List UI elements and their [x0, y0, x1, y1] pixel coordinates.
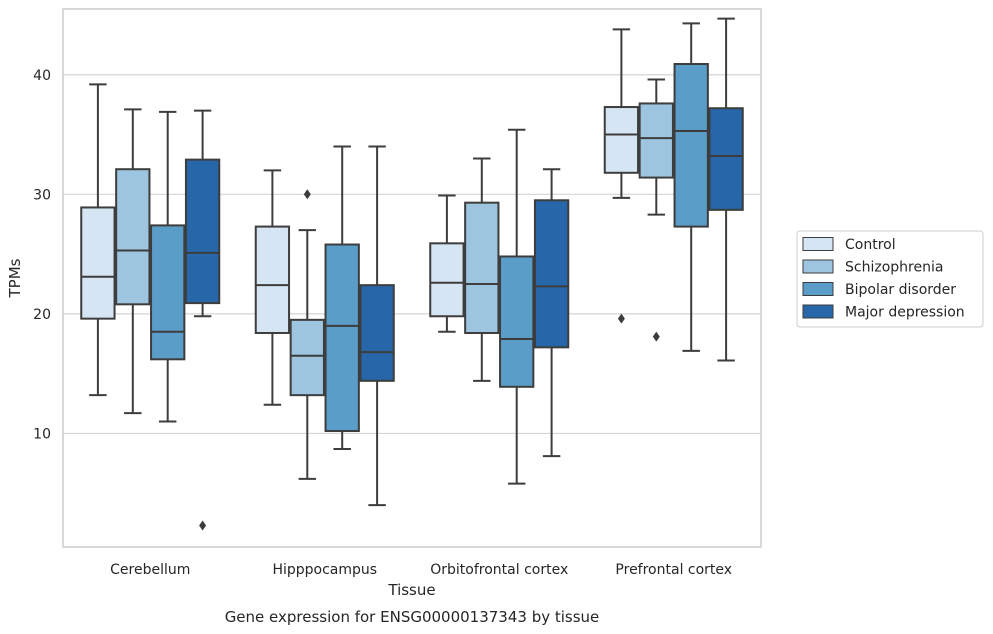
- legend-entry: Control: [845, 237, 896, 253]
- legend-frame: [796, 230, 984, 328]
- plot-frame: [62, 8, 762, 548]
- y-tick-label: 10: [33, 426, 51, 442]
- box-0-2: [429, 194, 465, 333]
- y-tick-label: 20: [33, 307, 51, 323]
- box-3-2: [533, 168, 570, 458]
- box-iqr: [150, 224, 186, 361]
- box-1-2: [464, 157, 500, 382]
- x-tick-label: Hipppocampus: [272, 562, 377, 578]
- x-tick-label: Cerebellum: [110, 562, 190, 578]
- x-tick-label: Prefrontal cortex: [615, 562, 732, 578]
- box-iqr: [359, 284, 395, 382]
- box-1-0: [115, 108, 151, 415]
- legend-entry: Schizophrenia: [845, 260, 943, 276]
- box-series: [80, 17, 744, 531]
- legend-swatch: [802, 237, 834, 251]
- outlier-point: [617, 313, 625, 324]
- box-iqr: [673, 62, 709, 228]
- x-tick-labels: Cerebellum Hipppocampus Orbitofrontal cort…: [110, 562, 732, 578]
- box-iqr: [499, 255, 535, 388]
- legend-entry: Bipolar disorder: [845, 282, 956, 298]
- box-iqr: [184, 158, 221, 305]
- box-iqr: [533, 199, 570, 349]
- box-3-3: [708, 17, 744, 362]
- box-iqr: [115, 168, 151, 306]
- box-iqr: [464, 201, 500, 334]
- y-tick-label: 40: [33, 68, 51, 84]
- box-iqr: [603, 106, 640, 174]
- legend-swatch: [802, 282, 834, 296]
- y-axis-label: TPMs: [6, 258, 24, 298]
- box-0-3: [603, 28, 640, 324]
- y-tick-labels: 10 20 30 40: [33, 68, 51, 443]
- box-2-3: [673, 22, 709, 352]
- legend-swatch: [802, 304, 834, 319]
- box-iqr: [289, 318, 325, 397]
- box-iqr: [80, 206, 116, 320]
- box-iqr: [429, 242, 465, 318]
- outlier-point: [652, 331, 660, 342]
- box-2-2: [499, 128, 535, 485]
- box-2-0: [150, 110, 186, 423]
- legend: Control Schizophrenia Bipolar disorder Majo…: [796, 230, 984, 328]
- legend-entry: Major depression: [845, 305, 965, 321]
- outlier-point: [199, 520, 207, 531]
- box-0-0: [80, 83, 116, 397]
- legend-swatch: [802, 259, 834, 274]
- box-1-1: [289, 189, 325, 480]
- outlier-point: [303, 189, 311, 200]
- box-3-0: [184, 109, 221, 531]
- y-tick-label: 30: [33, 187, 51, 203]
- x-axis-label: Tissue: [387, 581, 435, 599]
- chart-caption: Gene expression for ENSG00000137343 by t…: [225, 608, 600, 626]
- box-1-3: [638, 78, 674, 342]
- box-iqr: [708, 107, 744, 211]
- box-iqr: [254, 225, 291, 334]
- box-0-1: [254, 169, 291, 406]
- x-tick-label: Orbitofrontal cortex: [430, 562, 568, 578]
- box-3-1: [359, 145, 395, 507]
- box-2-1: [324, 145, 360, 450]
- box-iqr: [324, 243, 360, 433]
- box-iqr: [638, 102, 674, 179]
